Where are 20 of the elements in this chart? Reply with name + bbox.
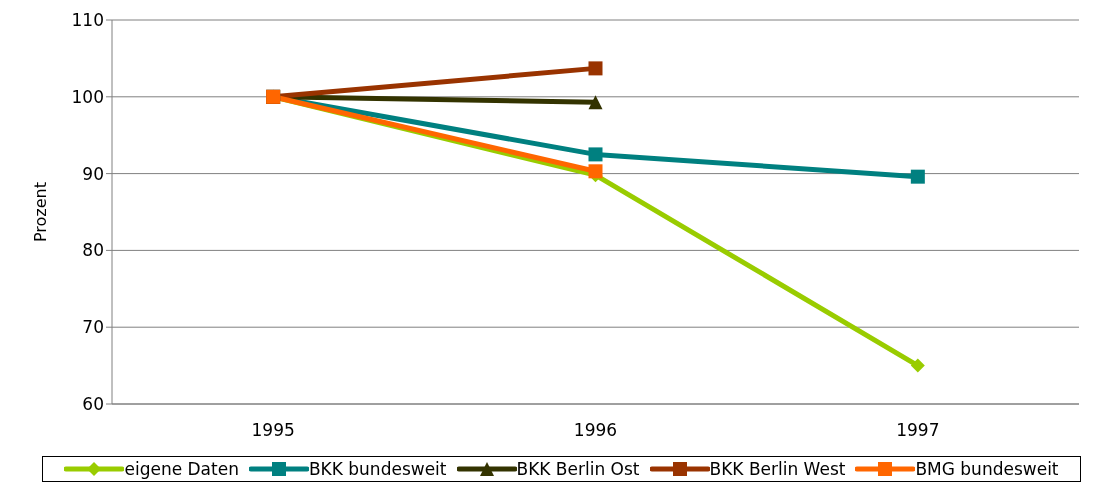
x-tick-label: 1997	[896, 420, 940, 441]
point	[910, 169, 925, 184]
y-tick-label: 100	[71, 86, 104, 107]
legend-label: BKK Berlin West	[708, 459, 846, 479]
x-tick-label: 1996	[573, 420, 618, 441]
legend-label: BKK Berlin Ost	[515, 459, 640, 479]
y-tick-label: 110	[71, 10, 104, 31]
x-tick-label: 1995	[251, 420, 295, 441]
y-tick-label: 80	[82, 240, 104, 261]
legend-label: eigene Daten	[123, 459, 239, 479]
y-tick-label: 70	[82, 317, 104, 338]
legend-label: BKK bundesweit	[307, 459, 447, 479]
y-axis-title: Prozent	[30, 181, 50, 243]
y-tick-label: 90	[82, 163, 104, 184]
point	[588, 164, 603, 179]
y-tick-label: 60	[82, 394, 104, 415]
point	[588, 61, 603, 76]
point	[588, 147, 603, 162]
point	[910, 358, 925, 373]
legend-label: BMG bundesweit	[914, 459, 1059, 479]
